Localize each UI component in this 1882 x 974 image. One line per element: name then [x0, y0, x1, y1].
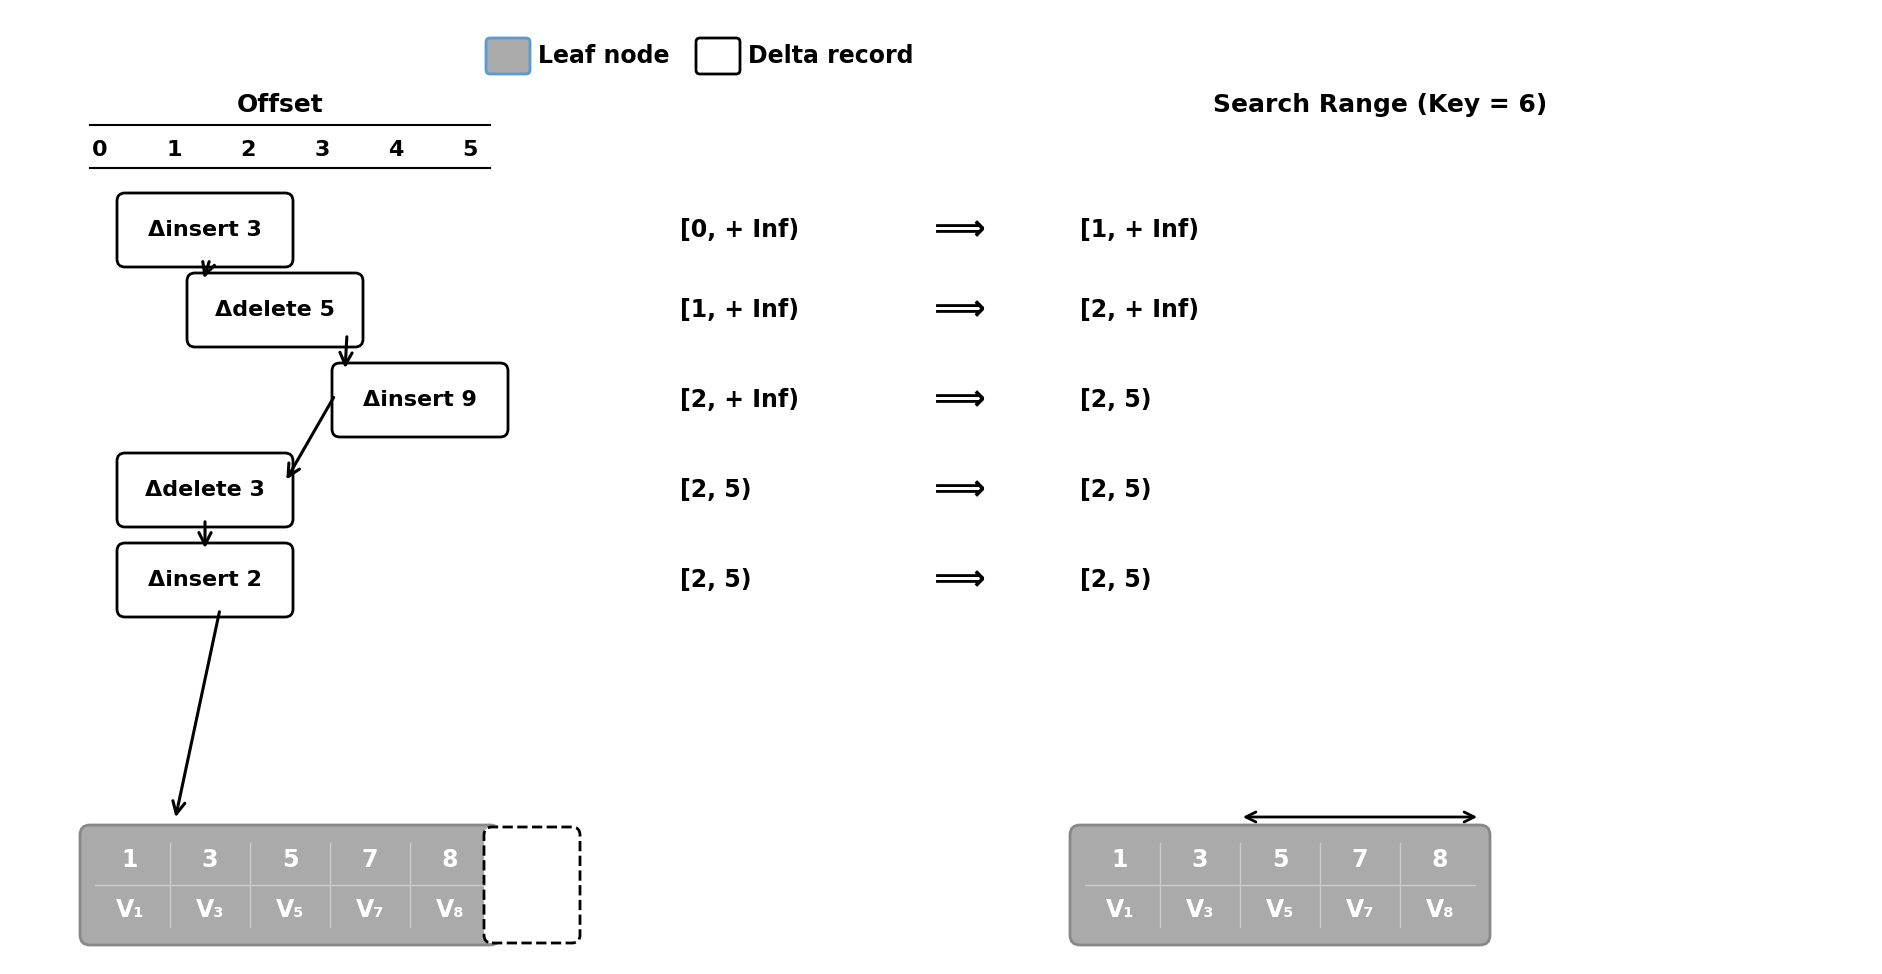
Text: [2, 5): [2, 5) [1080, 478, 1152, 502]
Text: 5: 5 [1272, 848, 1289, 872]
Text: 4: 4 [388, 140, 403, 160]
Text: V₅: V₅ [1267, 898, 1295, 922]
Text: 8: 8 [1432, 848, 1449, 872]
Text: 5: 5 [463, 140, 478, 160]
Text: Search Range (Key = 6): Search Range (Key = 6) [1212, 93, 1547, 117]
Text: 3: 3 [201, 848, 218, 872]
Text: 7: 7 [1351, 848, 1368, 872]
Text: V₇: V₇ [356, 898, 384, 922]
Text: [1, + Inf): [1, + Inf) [1080, 218, 1199, 242]
Text: ⟹: ⟹ [933, 383, 986, 417]
Text: [1, + Inf): [1, + Inf) [679, 298, 800, 322]
FancyBboxPatch shape [117, 543, 294, 617]
Text: Δinsert 3: Δinsert 3 [149, 220, 262, 240]
Text: V₈: V₈ [437, 898, 465, 922]
Text: V₃: V₃ [196, 898, 224, 922]
FancyBboxPatch shape [117, 453, 294, 527]
Text: 5: 5 [282, 848, 297, 872]
Text: 1: 1 [122, 848, 137, 872]
FancyBboxPatch shape [331, 363, 508, 437]
Text: 1: 1 [166, 140, 183, 160]
Text: V₁: V₁ [1107, 898, 1135, 922]
Text: 7: 7 [361, 848, 378, 872]
FancyBboxPatch shape [696, 38, 740, 74]
Text: Δinsert 9: Δinsert 9 [363, 390, 476, 410]
Text: Offset: Offset [237, 93, 324, 117]
Text: 3: 3 [314, 140, 329, 160]
Text: [2, 5): [2, 5) [1080, 568, 1152, 592]
Text: V₁: V₁ [115, 898, 145, 922]
Text: Δdelete 5: Δdelete 5 [215, 300, 335, 320]
Text: V₇: V₇ [1346, 898, 1374, 922]
Text: 8: 8 [442, 848, 457, 872]
Text: V₅: V₅ [277, 898, 305, 922]
Text: ⟹: ⟹ [933, 213, 986, 247]
Text: [2, + Inf): [2, + Inf) [679, 388, 800, 412]
Text: 0: 0 [92, 140, 107, 160]
Text: Leaf node: Leaf node [538, 44, 670, 68]
Text: V₃: V₃ [1186, 898, 1214, 922]
FancyBboxPatch shape [486, 38, 531, 74]
Text: [0, + Inf): [0, + Inf) [679, 218, 800, 242]
FancyBboxPatch shape [186, 273, 363, 347]
Text: V₈: V₈ [1427, 898, 1455, 922]
Text: 3: 3 [1191, 848, 1208, 872]
FancyBboxPatch shape [81, 825, 501, 945]
Text: Δdelete 3: Δdelete 3 [145, 480, 265, 500]
FancyBboxPatch shape [1071, 825, 1491, 945]
Text: 2: 2 [241, 140, 256, 160]
Text: [2, 5): [2, 5) [679, 478, 751, 502]
Text: Δinsert 2: Δinsert 2 [149, 570, 262, 590]
Text: 1: 1 [1112, 848, 1127, 872]
Text: [2, 5): [2, 5) [1080, 388, 1152, 412]
Text: ⟹: ⟹ [933, 293, 986, 327]
Text: ⟹: ⟹ [933, 473, 986, 507]
FancyBboxPatch shape [117, 193, 294, 267]
Text: [2, 5): [2, 5) [679, 568, 751, 592]
FancyBboxPatch shape [484, 827, 580, 943]
Text: ⟹: ⟹ [933, 563, 986, 597]
Text: Delta record: Delta record [747, 44, 913, 68]
Text: [2, + Inf): [2, + Inf) [1080, 298, 1199, 322]
